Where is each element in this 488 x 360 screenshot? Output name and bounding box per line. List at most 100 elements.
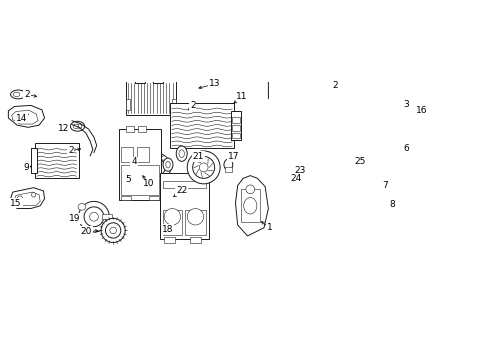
- Bar: [407, 116, 411, 122]
- Ellipse shape: [31, 193, 36, 197]
- Bar: [232, 133, 240, 138]
- Ellipse shape: [141, 158, 165, 177]
- Bar: [125, 126, 134, 132]
- Ellipse shape: [139, 175, 145, 179]
- Ellipse shape: [105, 223, 121, 238]
- Bar: [184, 210, 205, 235]
- Text: 9: 9: [23, 163, 29, 172]
- Bar: [224, 167, 232, 172]
- Bar: [121, 165, 159, 195]
- Bar: [340, 129, 400, 173]
- Bar: [163, 210, 182, 235]
- Ellipse shape: [355, 110, 380, 137]
- Ellipse shape: [135, 152, 170, 183]
- Bar: [153, 79, 163, 84]
- Bar: [279, 161, 291, 178]
- Bar: [171, 99, 176, 110]
- Ellipse shape: [89, 212, 98, 221]
- Ellipse shape: [176, 146, 187, 161]
- Bar: [138, 126, 146, 132]
- Ellipse shape: [363, 119, 372, 128]
- Ellipse shape: [199, 163, 207, 172]
- Ellipse shape: [139, 156, 145, 160]
- Text: 24: 24: [289, 174, 301, 183]
- Ellipse shape: [348, 129, 356, 135]
- Ellipse shape: [243, 198, 256, 214]
- Bar: [169, 103, 234, 148]
- Bar: [160, 173, 209, 239]
- Text: 3: 3: [403, 100, 408, 109]
- Ellipse shape: [17, 196, 22, 201]
- Ellipse shape: [161, 175, 166, 179]
- Text: 13: 13: [208, 80, 220, 89]
- Bar: [355, 189, 366, 193]
- Ellipse shape: [224, 159, 232, 170]
- Bar: [164, 237, 175, 243]
- Ellipse shape: [375, 182, 380, 193]
- Text: 2: 2: [189, 101, 195, 110]
- Ellipse shape: [187, 208, 203, 225]
- Ellipse shape: [79, 201, 109, 232]
- Text: 1: 1: [266, 223, 272, 232]
- Ellipse shape: [84, 207, 103, 227]
- Bar: [351, 179, 380, 195]
- Polygon shape: [337, 195, 385, 217]
- Text: 16: 16: [415, 106, 427, 115]
- Bar: [398, 99, 420, 118]
- Ellipse shape: [187, 151, 220, 184]
- Bar: [137, 147, 148, 162]
- Text: 8: 8: [388, 200, 394, 209]
- Ellipse shape: [101, 219, 125, 243]
- Bar: [343, 131, 403, 175]
- Text: 2: 2: [332, 81, 337, 90]
- FancyBboxPatch shape: [268, 81, 327, 99]
- Ellipse shape: [350, 182, 356, 193]
- Ellipse shape: [73, 124, 79, 129]
- Bar: [351, 86, 381, 92]
- Ellipse shape: [403, 103, 414, 114]
- Bar: [35, 143, 79, 178]
- Text: 25: 25: [354, 157, 365, 166]
- Text: 11: 11: [236, 92, 247, 101]
- Ellipse shape: [192, 156, 214, 178]
- Bar: [189, 237, 201, 243]
- Text: 21: 21: [192, 152, 203, 161]
- Text: 14: 14: [16, 113, 27, 122]
- Bar: [162, 181, 206, 188]
- Ellipse shape: [179, 150, 184, 158]
- Ellipse shape: [161, 156, 166, 160]
- Ellipse shape: [76, 124, 81, 129]
- Bar: [119, 129, 161, 200]
- Text: 12: 12: [58, 125, 69, 134]
- Bar: [121, 147, 133, 162]
- Text: 22: 22: [176, 186, 187, 195]
- Ellipse shape: [70, 121, 84, 131]
- Bar: [348, 125, 356, 129]
- Bar: [231, 112, 241, 140]
- Text: 18: 18: [162, 225, 173, 234]
- Bar: [148, 196, 159, 200]
- Bar: [368, 189, 375, 193]
- Text: 23: 23: [293, 166, 305, 175]
- Bar: [232, 125, 240, 131]
- Ellipse shape: [13, 92, 20, 96]
- Ellipse shape: [78, 204, 85, 210]
- Bar: [31, 148, 38, 173]
- Polygon shape: [12, 110, 38, 124]
- Text: 10: 10: [143, 179, 154, 188]
- Ellipse shape: [375, 202, 380, 208]
- Text: 4: 4: [131, 157, 137, 166]
- Bar: [232, 117, 240, 123]
- Text: 5: 5: [125, 175, 131, 184]
- Ellipse shape: [11, 90, 26, 99]
- Ellipse shape: [245, 185, 254, 194]
- Ellipse shape: [110, 227, 116, 234]
- Text: 20: 20: [81, 227, 92, 236]
- Text: 2: 2: [68, 147, 74, 156]
- Bar: [102, 214, 112, 220]
- Bar: [339, 118, 342, 135]
- Polygon shape: [11, 188, 44, 208]
- Bar: [125, 99, 130, 110]
- Bar: [125, 81, 176, 115]
- Ellipse shape: [163, 158, 173, 171]
